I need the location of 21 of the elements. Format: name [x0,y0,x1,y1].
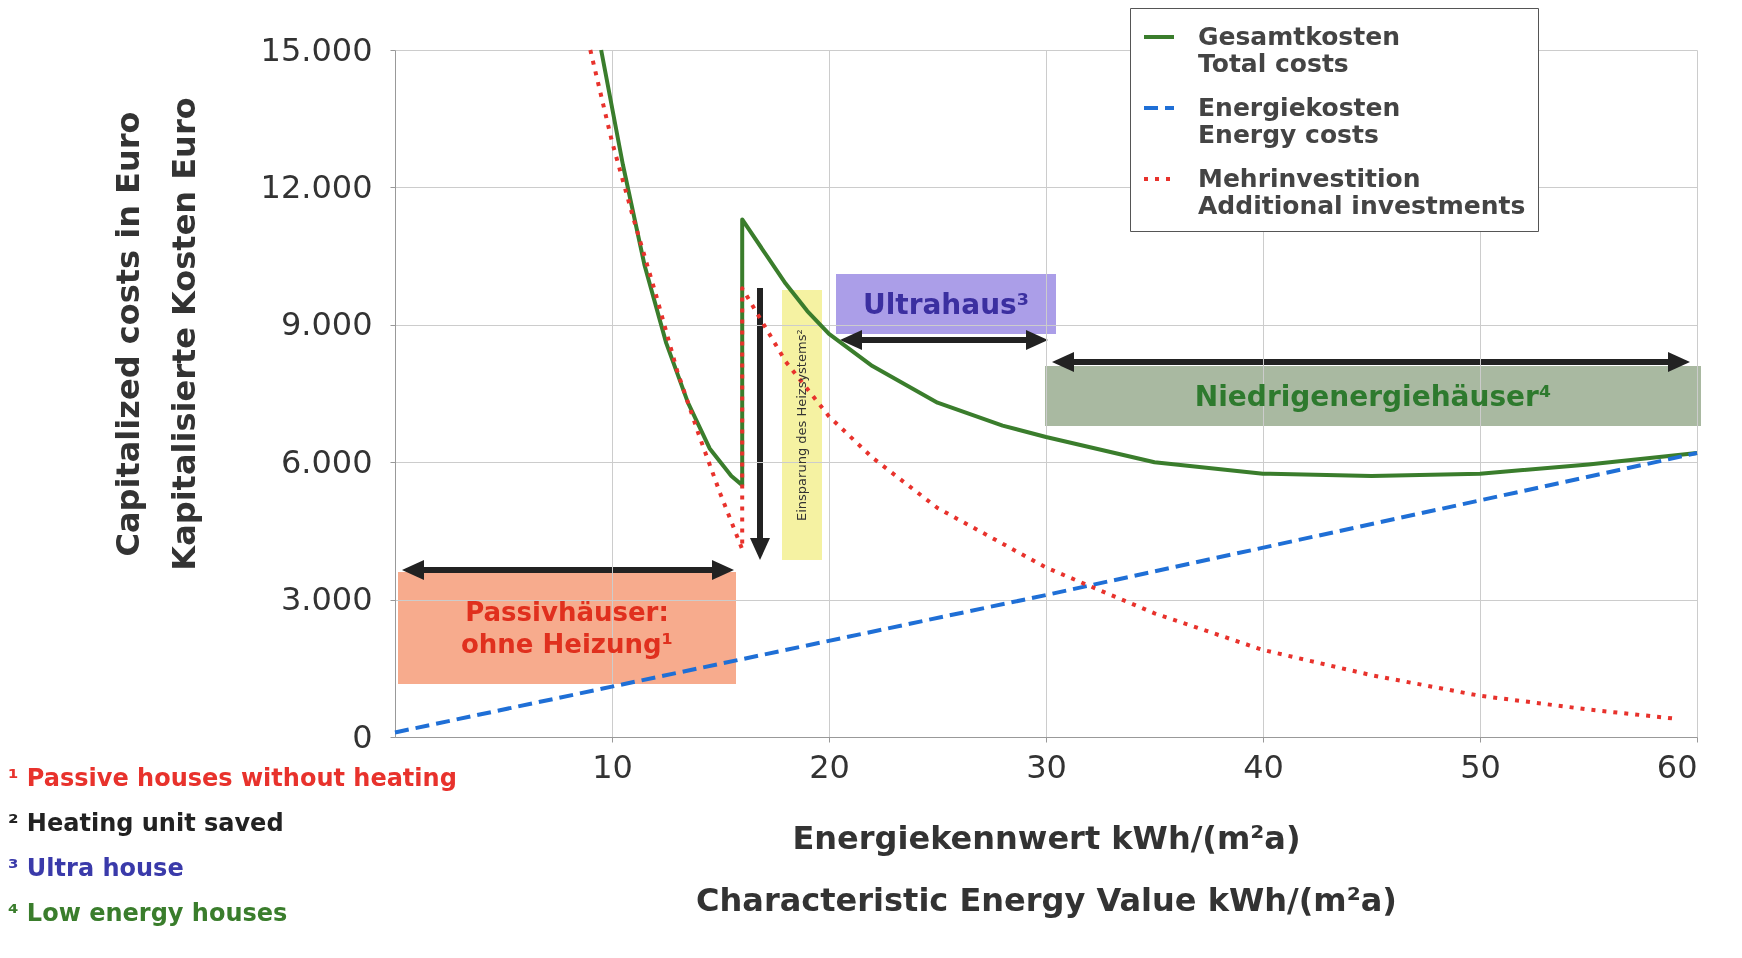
legend-label: Mehrinvestition Additional investments [1198,164,1526,220]
x-tick-label: 40 [1243,747,1284,786]
text: ⁴ Low energy houses [8,898,288,928]
legend-label: Energiekosten Energy costs [1198,93,1401,149]
y-tick-label: 3.000 [280,580,373,619]
x-tick-label: 50 [1460,747,1501,786]
y-tick-label: 12.000 [260,167,373,206]
x-tick-label: 20 [809,747,850,786]
y-axis-title: Capitalized costs in Euro Kapitalisierte Kosten Euro [108,97,203,571]
y-tick-label: 9.000 [280,305,373,344]
x-tick-label: 60 [1656,747,1698,786]
x-axis-title: Energiekennwert kWh/(m²a) Characteristic Energy Value kWh/(m²a) [696,818,1397,919]
x-tick-label: 30 [1026,747,1067,786]
y-tick-label: 15.000 [260,30,373,69]
y-tick-label: 0 [352,717,373,756]
text: ² Heating unit saved [8,808,284,838]
text: ¹ Passive houses without heating [8,763,457,793]
text: ³ Ultra house [8,853,184,883]
y-tick-label: 6.000 [280,442,373,481]
legend-label: Gesamtkosten Total costs [1198,22,1400,78]
x-tick-label: 10 [592,747,633,786]
